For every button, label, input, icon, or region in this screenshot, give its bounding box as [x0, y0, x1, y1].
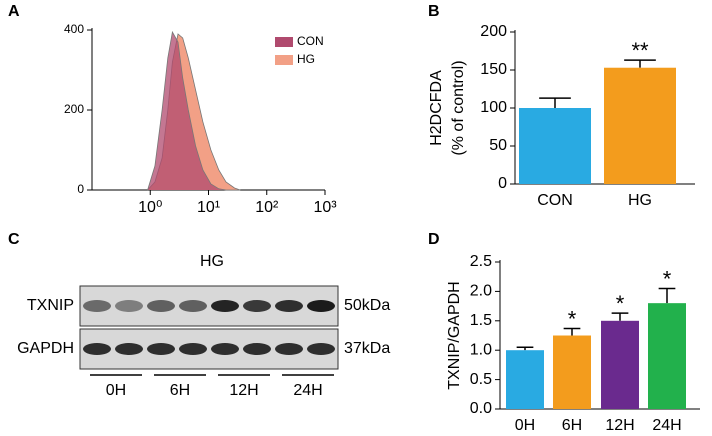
x-tick-label: 10¹: [197, 199, 220, 216]
panel-label: B: [428, 3, 440, 20]
y-axis-label: TXNIP/GAPDH: [446, 281, 463, 389]
group-label: 12H: [229, 382, 258, 399]
band: [243, 300, 271, 312]
area-fill: [147, 32, 241, 190]
band: [275, 343, 303, 355]
x-tick-label: 10³: [313, 199, 337, 216]
x-tick-label: 10²: [255, 199, 279, 216]
legend-label: HG: [297, 52, 315, 66]
y-tick-label: 200: [64, 102, 84, 116]
y-tick-label: 50: [489, 137, 507, 154]
legend-swatch: [275, 55, 293, 65]
band: [179, 343, 207, 355]
bar: [648, 303, 686, 409]
group-label: 6H: [170, 382, 190, 399]
y-axis-label: H2DCFDA: [428, 70, 445, 146]
panel-label: D: [428, 231, 440, 248]
x-tick-label: HG: [628, 192, 652, 209]
significance: *: [568, 306, 577, 331]
y-tick-label: 0.0: [470, 400, 492, 417]
y-tick-label: 2.0: [470, 283, 492, 300]
bar: [553, 335, 591, 409]
band: [275, 300, 303, 312]
x-tick-label: 24H: [652, 417, 681, 434]
size-label: 37kDa: [344, 340, 390, 357]
band: [83, 343, 111, 355]
x-tick-label: 12H: [605, 417, 634, 434]
panel-label: A: [8, 3, 20, 20]
legend-swatch: [275, 37, 293, 47]
y-tick-label: 400: [64, 22, 84, 36]
y-tick-label: 100: [480, 99, 507, 116]
size-label: 50kDa: [344, 297, 390, 314]
x-tick-label: 6H: [562, 417, 582, 434]
panel-label: C: [8, 231, 20, 248]
y-tick-label: 200: [480, 23, 507, 40]
y-tick-label: 0: [498, 175, 507, 192]
area-outline: [147, 30, 241, 191]
band: [179, 300, 207, 312]
band: [211, 300, 239, 312]
y-tick-label: 2.5: [470, 253, 492, 270]
band: [243, 343, 271, 355]
x-tick-label: CON: [537, 192, 573, 209]
y-axis-label: (% of control): [450, 60, 467, 155]
band: [307, 300, 335, 312]
y-tick-label: 0.5: [470, 371, 492, 388]
x-tick-label: 10⁰: [138, 199, 162, 216]
group-label: 0H: [106, 382, 126, 399]
condition-label: HG: [200, 253, 224, 270]
legend-label: CON: [297, 34, 324, 48]
band: [307, 343, 335, 355]
band: [211, 343, 239, 355]
bar: [506, 350, 544, 409]
group-label: 24H: [293, 382, 322, 399]
band: [83, 300, 111, 312]
band: [115, 300, 143, 312]
significance: *: [663, 266, 672, 291]
band: [147, 300, 175, 312]
bar: [604, 67, 676, 184]
significance: *: [616, 291, 625, 316]
significance: **: [631, 38, 649, 63]
band: [115, 343, 143, 355]
x-tick-label: 0H: [515, 417, 535, 434]
band: [147, 343, 175, 355]
protein-label: GAPDH: [17, 340, 74, 357]
protein-label: TXNIP: [27, 297, 74, 314]
y-tick-label: 0: [77, 182, 84, 196]
y-tick-label: 1.0: [470, 341, 492, 358]
y-tick-label: 1.5: [470, 312, 492, 329]
bar: [519, 108, 591, 184]
y-tick-label: 150: [480, 61, 507, 78]
bar: [601, 320, 639, 409]
